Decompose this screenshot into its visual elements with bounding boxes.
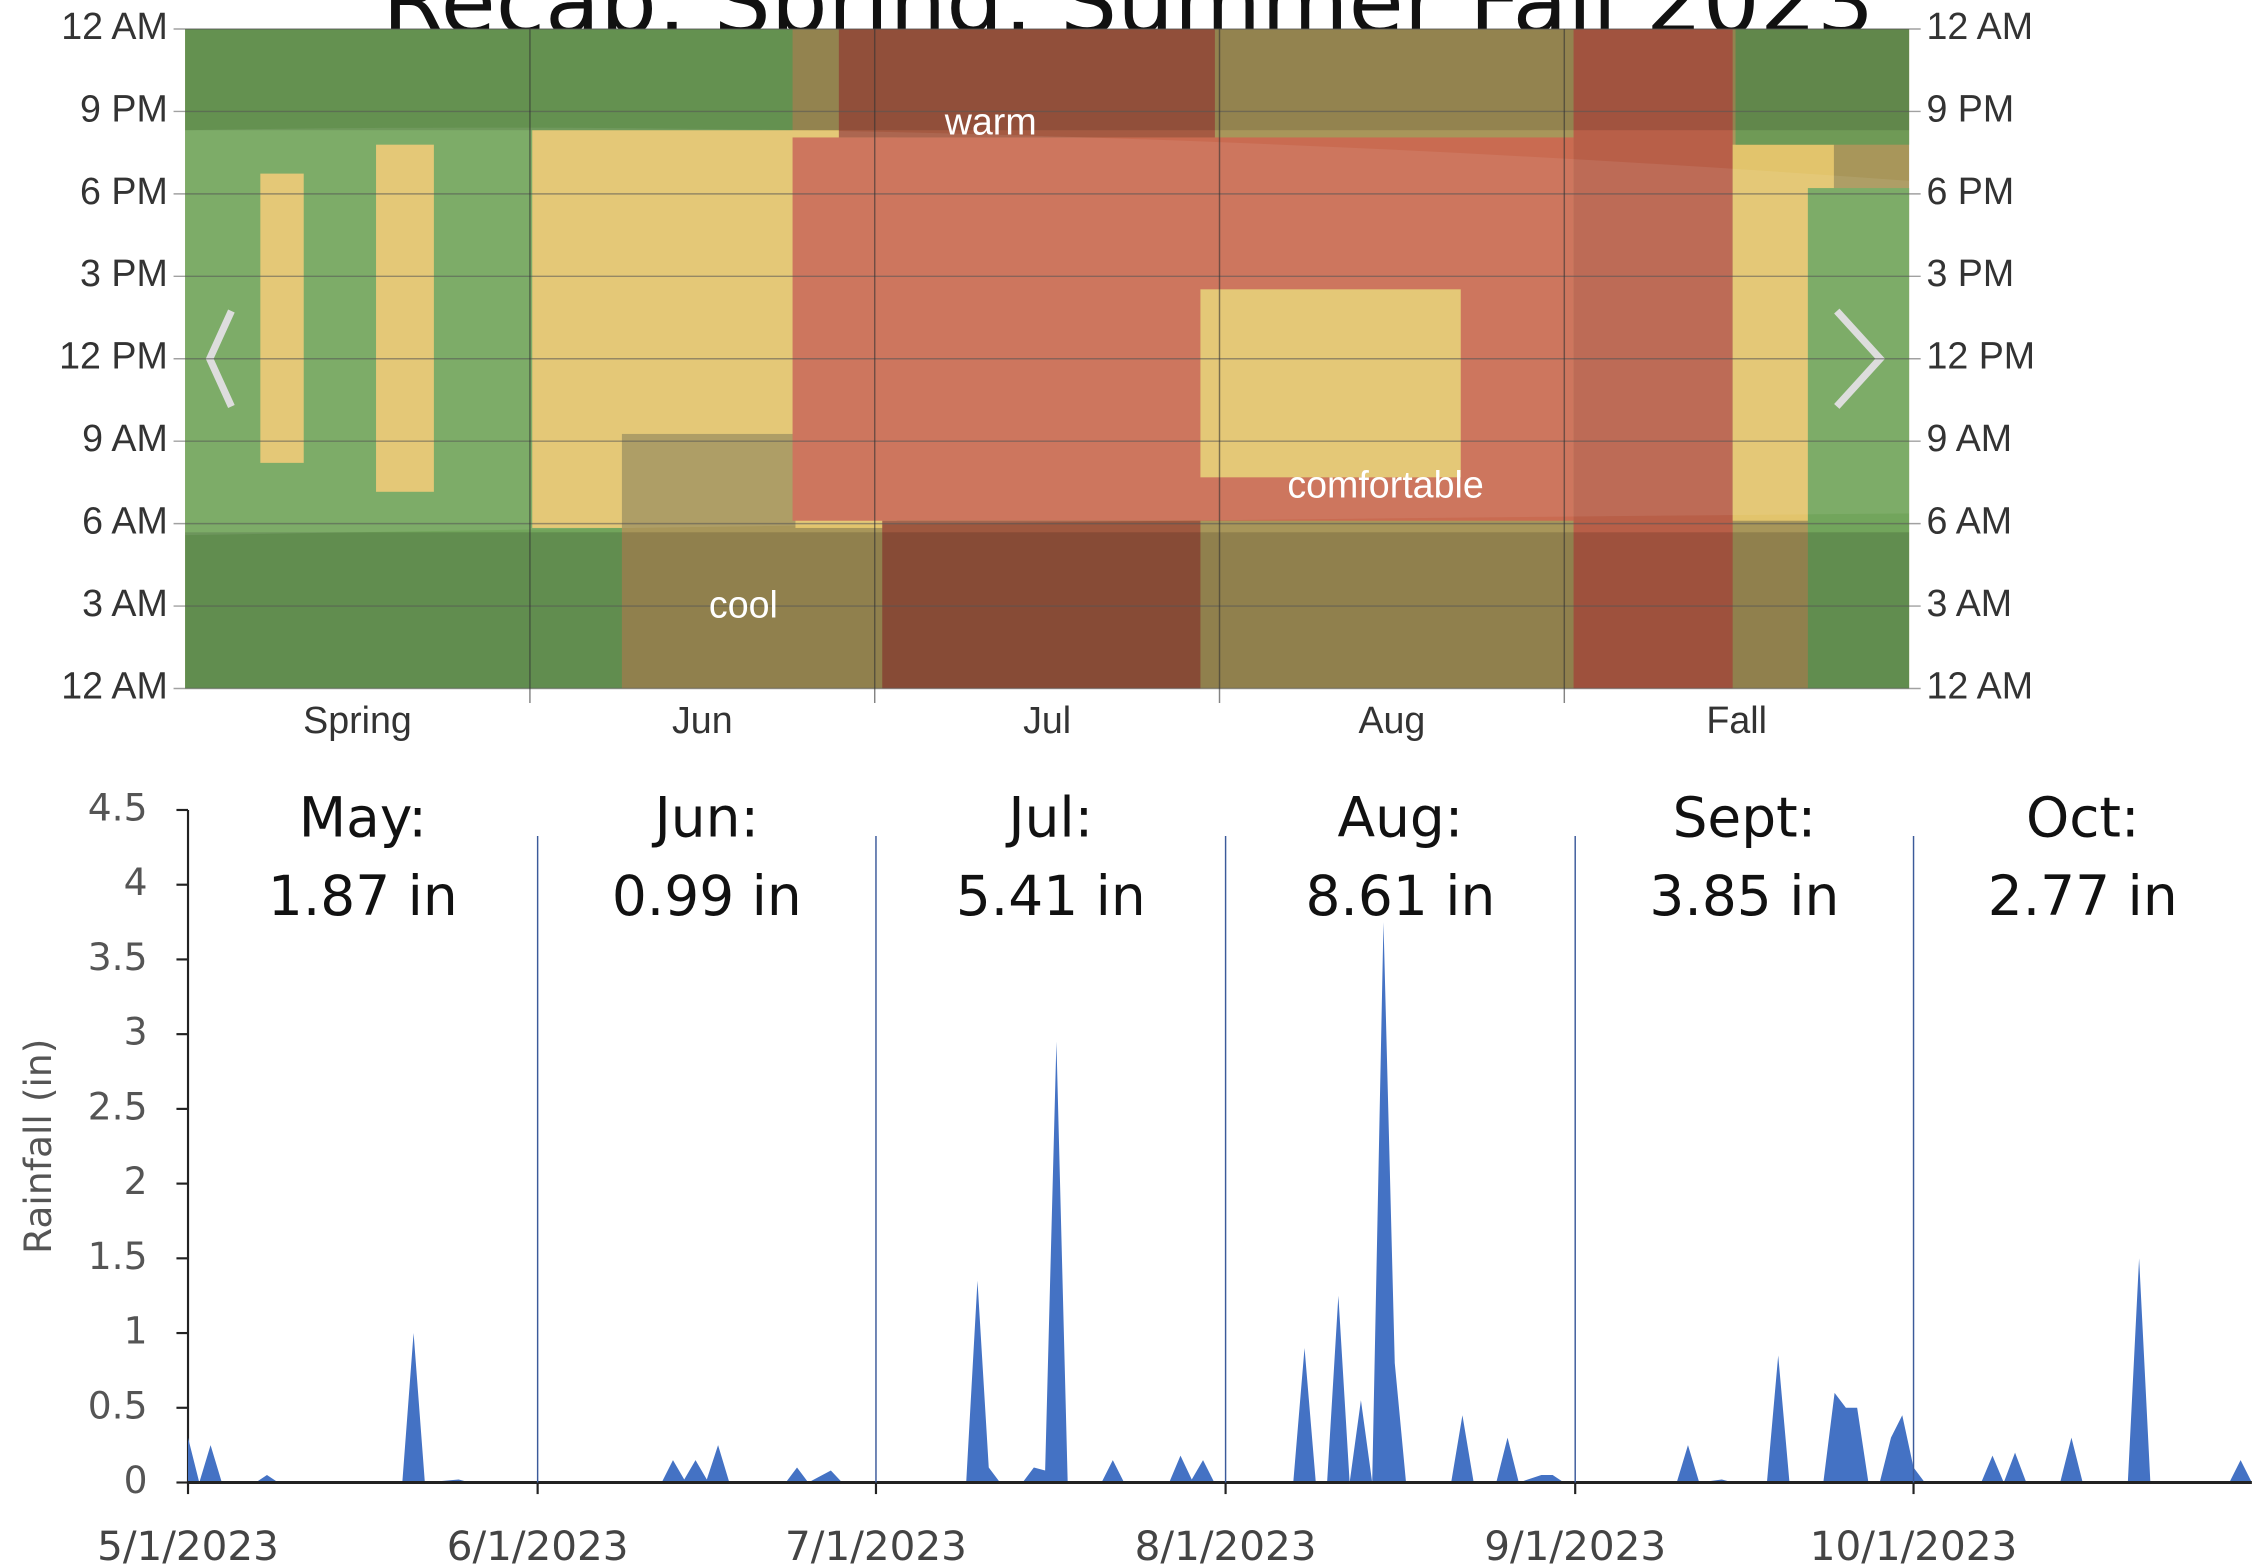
y-tick-label: 12 AM: [61, 664, 168, 706]
y-tick-label: 9 AM: [82, 417, 168, 459]
rainfall-area: [188, 922, 2252, 1483]
heatmap-region: [838, 28, 1215, 138]
y-tick-label: 2.5: [88, 1084, 148, 1128]
y-tick-label: 6 AM: [82, 500, 168, 542]
y2-tick-label: 3 PM: [1926, 252, 2014, 294]
heatmap-shade: [185, 532, 1910, 689]
heatmap-shade: [185, 28, 1910, 131]
y-tick-label: 0.5: [88, 1383, 148, 1427]
zone-label: cool: [709, 583, 778, 625]
y-tick-label: 2: [124, 1159, 148, 1203]
x-tick-label: Jul: [1023, 699, 1071, 741]
month-label: May:: [299, 786, 427, 850]
y-tick-label: 4.5: [88, 785, 148, 829]
zone-label: warm: [944, 100, 1037, 142]
y2-tick-label: 6 AM: [1926, 500, 2012, 542]
month-label: Jul:: [1005, 786, 1093, 850]
heatmap-region: [260, 173, 304, 463]
x-tick-label: 5/1/2023: [97, 1522, 279, 1565]
y-tick-label: 4: [124, 860, 148, 904]
heatmap-region: [376, 144, 434, 492]
x-tick-label: Jun: [672, 699, 733, 741]
y2-tick-label: 12 PM: [1926, 335, 2035, 377]
heatmap-region: [1807, 188, 1910, 689]
y-tick-label: 3.5: [88, 935, 148, 979]
heatmap-region: [1735, 28, 1910, 145]
y2-tick-label: 12 AM: [1926, 5, 2033, 47]
y2-tick-label: 3 AM: [1926, 582, 2012, 624]
heatmap-region: [882, 520, 1201, 689]
month-label: Jun:: [652, 786, 759, 850]
y-tick-label: 12 PM: [59, 335, 168, 377]
month-total: 1.87 in: [268, 864, 458, 928]
y-tick-label: 12 AM: [61, 5, 168, 47]
x-tick-label: Fall: [1706, 699, 1767, 741]
y-tick-label: 9 PM: [80, 87, 168, 129]
zone-label: comfortable: [1287, 463, 1483, 505]
heatmap-region: [1200, 289, 1461, 478]
y-tick-label: 3 PM: [80, 252, 168, 294]
x-tick-label: 8/1/2023: [1135, 1522, 1317, 1565]
y-tick-label: 3 AM: [82, 582, 168, 624]
y-tick-label: 6 PM: [80, 170, 168, 212]
y-tick-label: 3: [124, 1010, 148, 1054]
month-label: Sept:: [1673, 786, 1817, 850]
x-tick-label: 7/1/2023: [785, 1522, 967, 1565]
y-axis-label: Rainfall (in): [16, 1039, 60, 1254]
x-tick-label: 6/1/2023: [447, 1522, 629, 1565]
month-total: 8.61 in: [1305, 864, 1495, 928]
y2-tick-label: 12 AM: [1926, 664, 2033, 706]
x-tick-label: Spring: [303, 699, 412, 741]
y2-tick-label: 6 PM: [1926, 170, 2014, 212]
month-total: 3.85 in: [1649, 864, 1839, 928]
month-total: 5.41 in: [956, 864, 1146, 928]
y-tick-label: 0: [124, 1458, 148, 1502]
month-label: Oct:: [2026, 786, 2139, 850]
heatmap-region: [621, 433, 796, 689]
month-total: 0.99 in: [612, 864, 802, 928]
y-tick-label: 1: [124, 1309, 148, 1353]
y2-tick-label: 9 AM: [1926, 417, 2012, 459]
x-tick-label: 9/1/2023: [1484, 1522, 1666, 1565]
comfort-band: [185, 127, 1910, 536]
month-label: Aug:: [1337, 786, 1463, 850]
y-tick-label: 1.5: [88, 1234, 148, 1278]
x-tick-label: Aug: [1358, 699, 1425, 741]
month-total: 2.77 in: [1988, 864, 2178, 928]
y2-tick-label: 9 PM: [1926, 87, 2014, 129]
x-tick-label: 10/1/2023: [1810, 1522, 2018, 1565]
